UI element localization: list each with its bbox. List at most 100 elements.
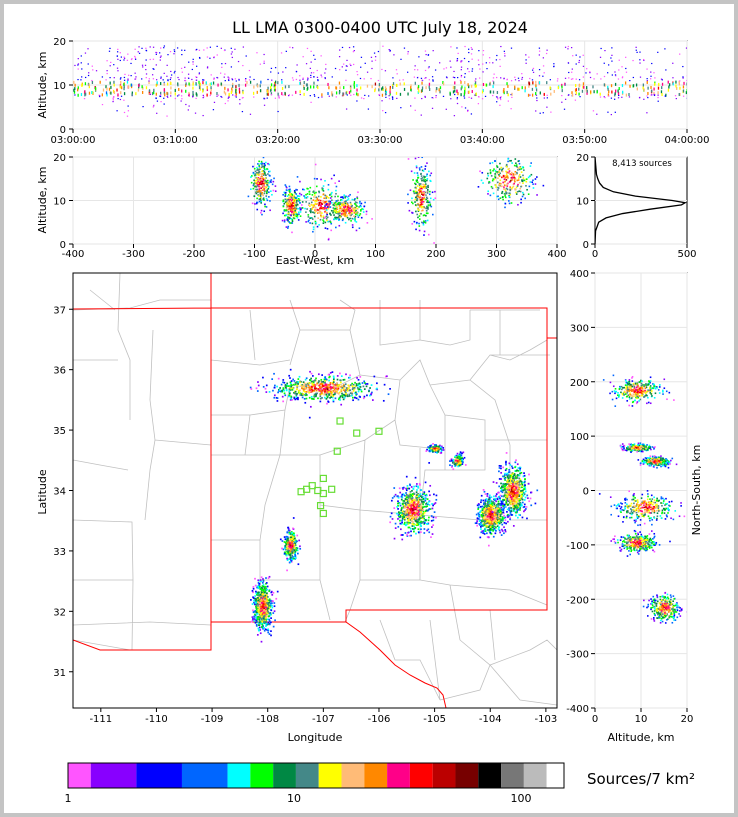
ta-source [210, 88, 212, 92]
ta-source [507, 100, 509, 102]
map-source [362, 397, 365, 400]
ew-source [501, 170, 504, 173]
ta-source [654, 82, 656, 86]
map-source [363, 388, 366, 390]
ew-source [340, 214, 343, 216]
ew-source [330, 193, 333, 195]
map-source [258, 608, 260, 610]
ew-source [491, 179, 494, 182]
map-source [266, 623, 269, 626]
map-source [289, 533, 292, 535]
ew-source [416, 172, 419, 174]
map-source [400, 509, 403, 512]
ta-source [503, 50, 506, 52]
ta-source [396, 97, 398, 100]
ta-source [636, 87, 638, 91]
ta-source [131, 91, 133, 95]
ew-source [498, 184, 500, 186]
map-source [404, 532, 407, 534]
map-source [343, 385, 346, 387]
map-source [426, 502, 429, 505]
map-source [284, 541, 287, 544]
ta-source [413, 76, 416, 78]
map-source [257, 629, 260, 631]
map-source [418, 498, 421, 501]
ta-source [271, 79, 273, 81]
map-source [412, 499, 414, 502]
ta-source [496, 91, 499, 95]
ew-source [498, 175, 501, 177]
ew-source [421, 157, 423, 159]
ta-source [535, 110, 537, 112]
ew-source [283, 214, 286, 217]
ew-source [427, 204, 430, 206]
ew-source [423, 230, 426, 233]
map-source [317, 380, 320, 383]
map-source [421, 512, 424, 515]
ew-source [307, 220, 309, 223]
ew-source [350, 214, 352, 216]
map-source [408, 487, 411, 490]
ta-source [452, 76, 455, 78]
ta-source [274, 85, 276, 89]
map-source [273, 610, 276, 613]
ta-source [205, 81, 207, 85]
ew-source [318, 191, 321, 194]
map-source [290, 545, 293, 548]
ta-source [475, 92, 477, 96]
ta-source [120, 91, 122, 95]
ew-source [419, 187, 422, 190]
map-source [332, 387, 335, 390]
ew-source [263, 171, 266, 173]
map-source [393, 495, 396, 498]
map-source [394, 493, 397, 496]
ta-source [432, 50, 434, 52]
ta-source [295, 71, 298, 73]
ta-source [393, 54, 395, 56]
ew-source [422, 200, 425, 203]
map-source [260, 612, 263, 614]
ew-source [342, 218, 344, 220]
ew-source [431, 191, 434, 194]
ew-source [417, 204, 419, 206]
map-source [258, 616, 260, 618]
ew-source [289, 214, 292, 217]
map-source [256, 602, 259, 605]
ta-source [184, 80, 187, 82]
ew-source [494, 160, 496, 162]
ta-source [529, 77, 531, 80]
ta-source [267, 90, 269, 94]
ta-source [407, 71, 409, 73]
ta-source [471, 68, 474, 70]
ta-source [102, 88, 105, 92]
ta-source [391, 97, 394, 99]
ew-source [290, 196, 293, 199]
ta-source [80, 55, 82, 57]
map-source [303, 382, 306, 385]
map-source [294, 539, 297, 542]
ta-source [384, 92, 387, 96]
ta-source [479, 77, 481, 79]
map-source [283, 536, 286, 538]
ta-source [166, 82, 169, 86]
ew-source [423, 214, 426, 216]
ta-source [686, 95, 687, 97]
ta-source [149, 91, 151, 95]
ew-source [299, 202, 301, 204]
ta-source [400, 58, 402, 60]
ta-source [651, 62, 653, 65]
map-source [251, 616, 254, 618]
ta-source [134, 48, 136, 50]
ta-source [341, 66, 343, 68]
ta-source [302, 56, 304, 58]
ew-source [312, 199, 315, 201]
ew-source [292, 197, 295, 200]
ta-source [549, 86, 551, 90]
ta-source [324, 77, 326, 80]
map-source [334, 384, 337, 386]
ta-source [142, 106, 144, 108]
map-source [260, 601, 263, 604]
ew-source [337, 199, 339, 202]
ew-source [416, 192, 418, 195]
map-source [292, 536, 295, 539]
